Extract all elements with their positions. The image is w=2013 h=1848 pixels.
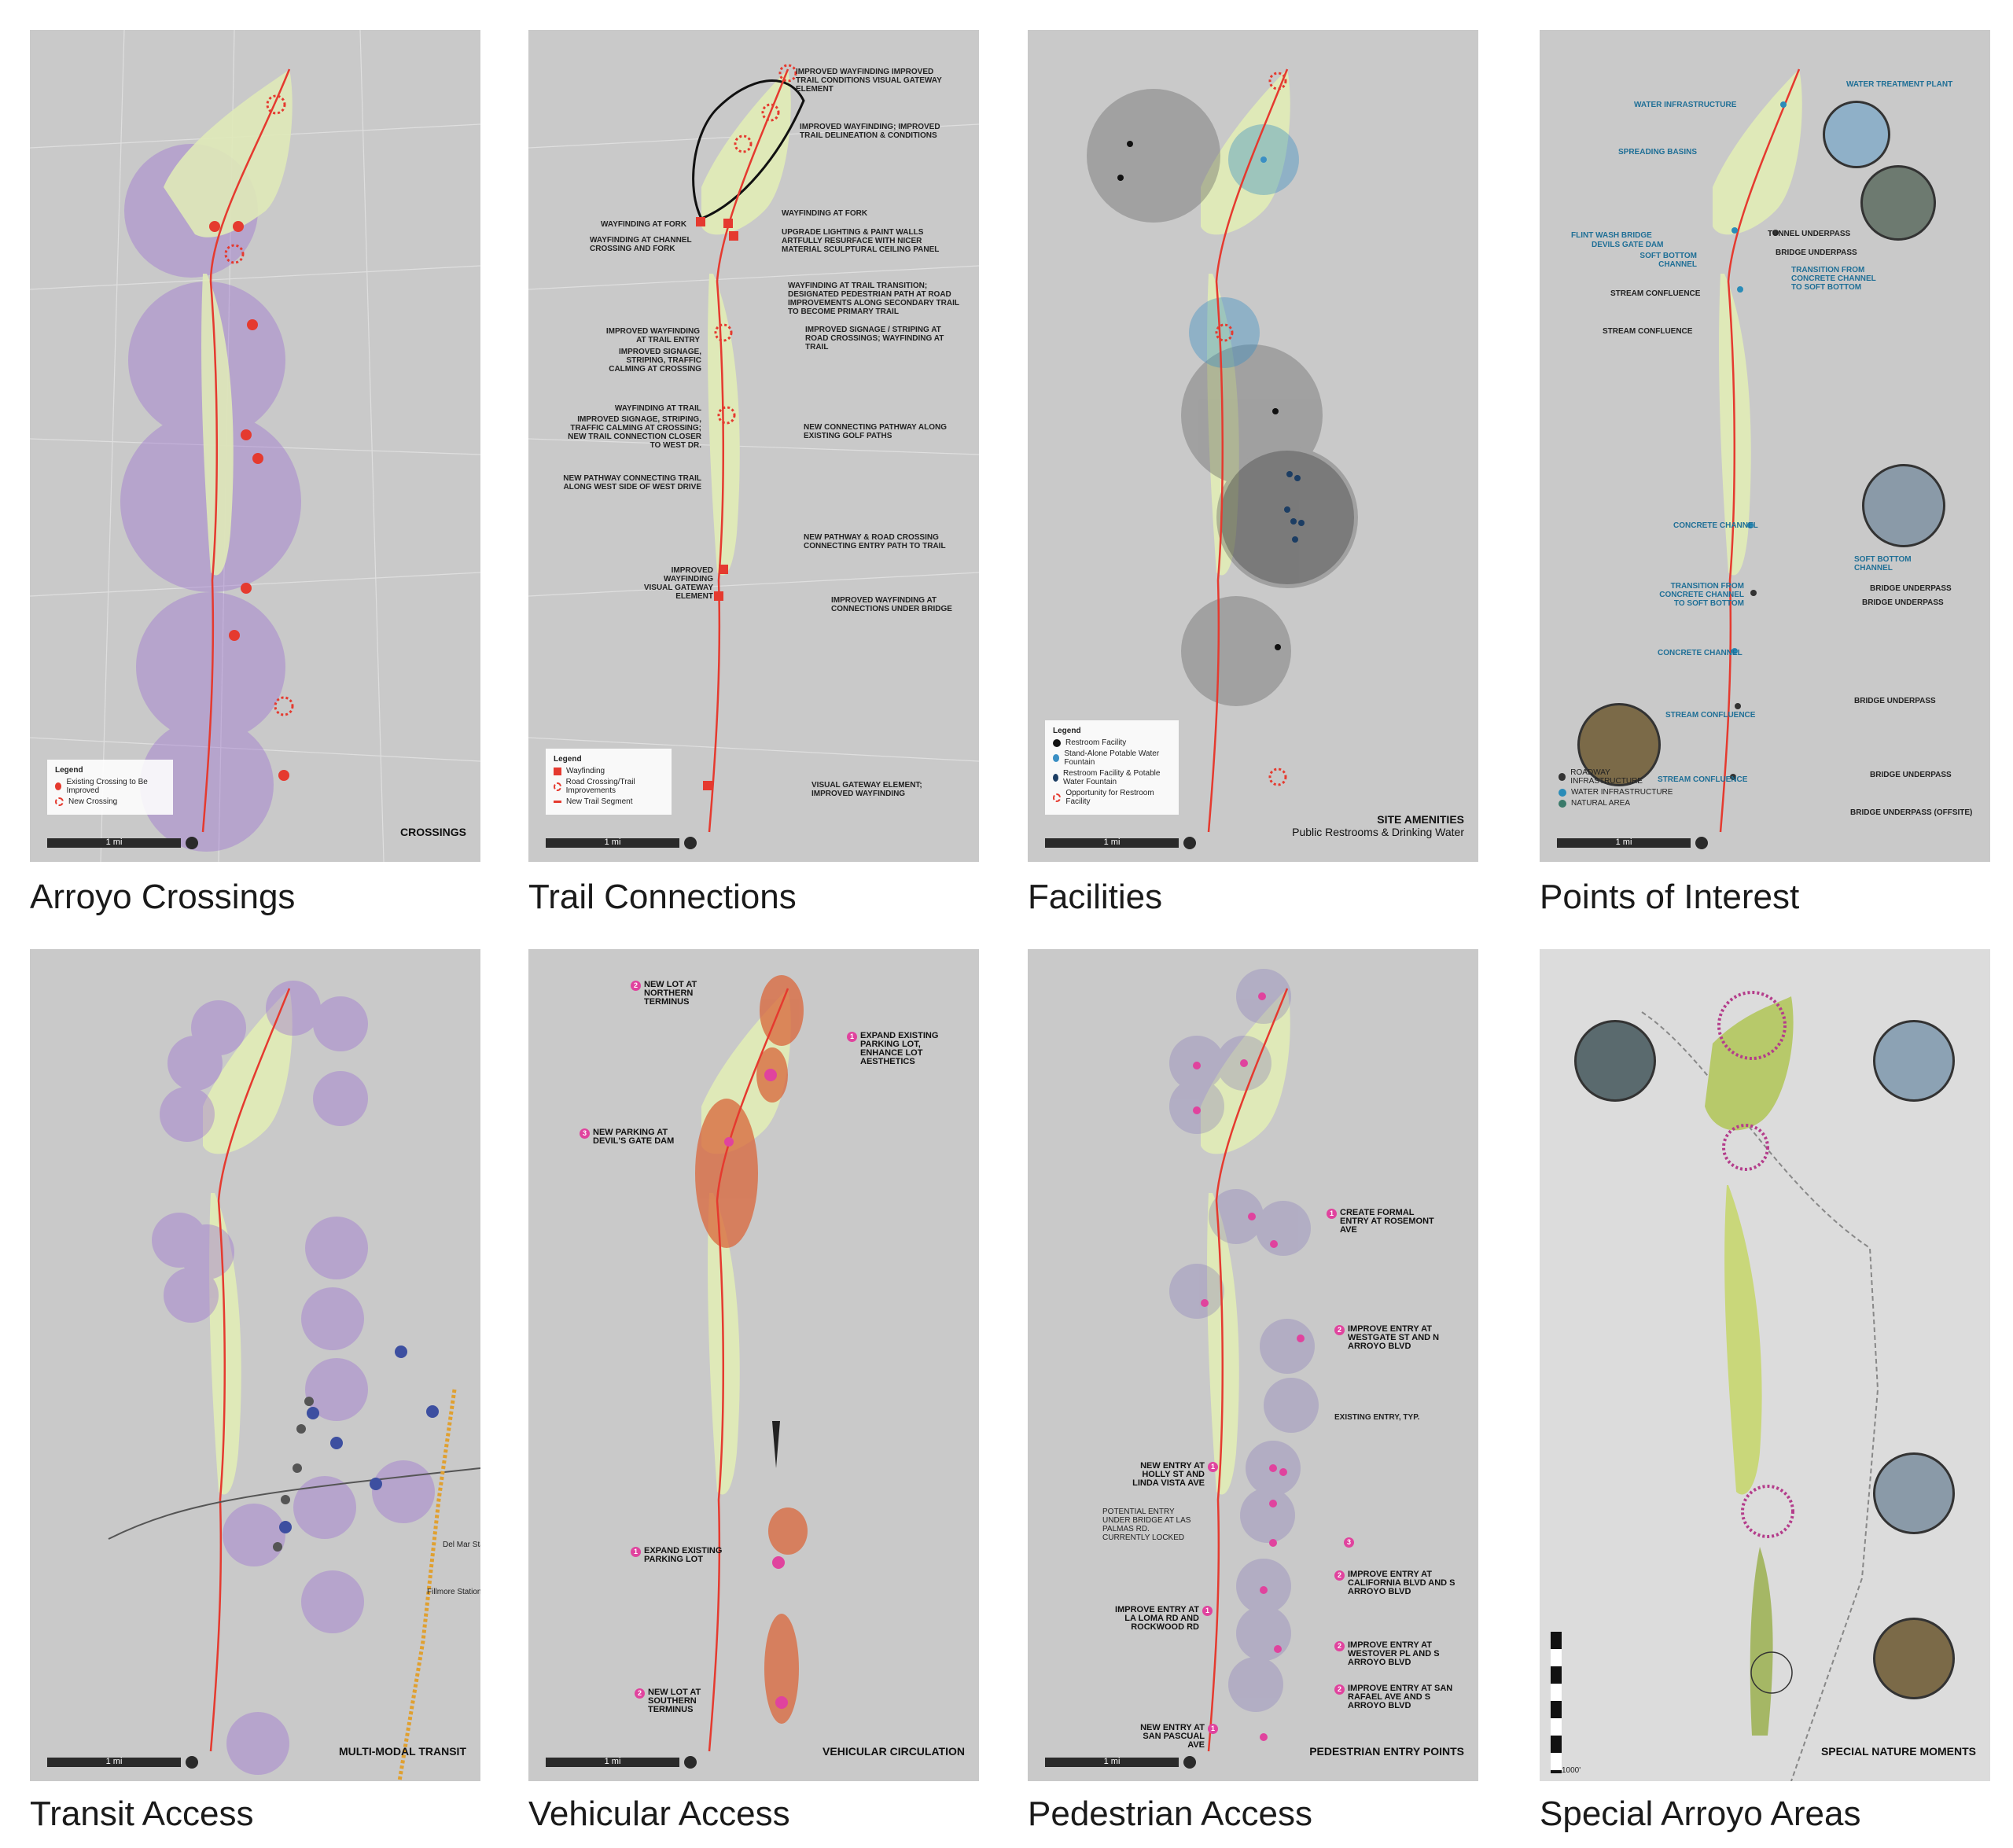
- caption-special-arroyo-areas: Special Arroyo Areas: [1540, 1795, 1861, 1833]
- pedestrian-map: [1169, 969, 1319, 1752]
- callout: EXISTING ENTRY, TYP.: [1334, 1413, 1420, 1422]
- annotation: WAYFINDING AT FORK: [601, 220, 687, 229]
- photo-signage: [1873, 1452, 1955, 1534]
- legend: Legend Existing Crossing to Be Improved …: [47, 760, 173, 815]
- photo-stream: [1577, 703, 1661, 786]
- trail-map: [528, 64, 979, 833]
- callout: NEW ENTRY AT HOLLY ST AND LINDA VISTA AV…: [1114, 1462, 1221, 1488]
- callout: 2 IMPROVE ENTRY AT WESTOVER PL AND S ARRO…: [1334, 1641, 1450, 1667]
- scale-bar: 1 mi: [546, 1757, 679, 1767]
- caption-points-of-interest: Points of Interest: [1540, 878, 1800, 916]
- panel-points-of-interest: WATER INFRASTRUCTURE WATER TREATMENT PLA…: [1540, 30, 1990, 862]
- annotation: IMPROVED SIGNAGE, STRIPING, TRAFFIC CALM…: [609, 348, 701, 374]
- caption-arroyo-crossings: Arroyo Crossings: [30, 878, 296, 916]
- annotation: IMPROVED WAYFINDING VISUAL GATEWAY ELEME…: [643, 566, 713, 601]
- callout: 3 NEW PARKING AT DEVIL'S GATE DAM: [580, 1128, 687, 1146]
- annotation: NEW PATHWAY CONNECTING TRAIL ALONG WEST …: [563, 474, 701, 491]
- annotation: IMPROVED WAYFINDING IMPROVED TRAIL CONDI…: [796, 68, 942, 94]
- crossings-map: [30, 30, 480, 862]
- callout: POTENTIAL ENTRY UNDER BRIDGE AT LAS PALM…: [1102, 1507, 1191, 1542]
- caption-vehicular-access: Vehicular Access: [528, 1795, 790, 1833]
- panel-pedestrian-access: 1 CREATE FORMAL ENTRY AT ROSEMONT AVE 2 IM…: [1028, 949, 1478, 1781]
- north-arrow-icon: [186, 837, 198, 849]
- scale-bar: 1 mi: [47, 1757, 181, 1767]
- photo-tunnel: [1860, 165, 1936, 241]
- callout: 2 IMPROVE ENTRY AT WESTGATE ST AND N ARRO…: [1334, 1325, 1450, 1351]
- panel-vehicular-access: 2 NEW LOT AT NORTHERN TERMINUS 1 EXPAND EX…: [528, 949, 979, 1781]
- callout: IMPROVE ENTRY AT LA LOMA RD AND ROCKWOOD…: [1106, 1606, 1216, 1632]
- north-arrow-icon: [186, 1756, 198, 1769]
- panel-title: VEHICULAR CIRCULATION: [822, 1745, 965, 1758]
- panel-title: SPECIAL NATURE MOMENTS: [1820, 1745, 1976, 1758]
- callout: NEW ENTRY AT SAN PASCUAL AVE1: [1126, 1724, 1221, 1750]
- panel-arroyo-crossings: Legend Existing Crossing to Be Improved …: [30, 30, 480, 862]
- photo-water-treatment: [1823, 101, 1890, 168]
- scale-bar: 1 mi: [1557, 837, 1691, 848]
- panel-title: MULTI-MODAL TRANSIT: [338, 1745, 466, 1758]
- photo-info-board: [1873, 1020, 1955, 1102]
- scale-bar: 1 mi: [546, 837, 679, 848]
- panel-title: SITE AMENITIES Public Restrooms & Drinki…: [1292, 813, 1464, 838]
- photo-trail-sign: [1574, 1020, 1656, 1102]
- callout: 2 IMPROVE ENTRY AT CALIFORNIA BLVD AND S …: [1334, 1570, 1458, 1596]
- annotation: UPGRADE LIGHTING & PAINT WALLS ARTFULLY …: [782, 228, 940, 254]
- annotation: IMPROVED WAYFINDING AT CONNECTIONS UNDER…: [831, 596, 952, 613]
- poi-map: [1713, 68, 1802, 833]
- annotation: IMPROVED WAYFINDING AT TRAIL ENTRY: [605, 327, 700, 344]
- annotation: WAYFINDING AT TRAIL: [614, 404, 701, 413]
- vehicular-map: [695, 975, 808, 1752]
- photo-nature: [1873, 1618, 1955, 1699]
- callout: 2 IMPROVE ENTRY AT SAN RAFAEL AVE AND S A…: [1334, 1684, 1458, 1710]
- panel-title: CROSSINGS: [399, 826, 466, 838]
- callout: 1 EXPAND EXISTING PARKING LOT: [631, 1547, 730, 1564]
- caption-pedestrian-access: Pedestrian Access: [1028, 1795, 1312, 1833]
- legend: Legend Wayfinding Road Crossing/Trail Im…: [546, 749, 672, 815]
- panel-title: PEDESTRIAN ENTRY POINTS: [1309, 1745, 1464, 1758]
- callout: 2 NEW LOT AT NORTHERN TERMINUS: [631, 981, 723, 1007]
- photo-signage: [1862, 464, 1945, 547]
- annotation: IMPROVED SIGNAGE, STRIPING, TRAFFIC CALM…: [568, 415, 701, 450]
- annotation: NEW CONNECTING PATHWAY ALONG EXISTING GO…: [804, 423, 948, 440]
- annotation: IMPROVED SIGNAGE / STRIPING AT ROAD CROS…: [805, 326, 944, 352]
- facilities-map: [1087, 68, 1358, 833]
- panel-special-arroyo-areas: 1000' SPECIAL NATURE MOMENTS: [1540, 949, 1990, 1781]
- caption-facilities: Facilities: [1028, 878, 1163, 916]
- callout: 3: [1344, 1537, 1357, 1548]
- annotation: WAYFINDING AT FORK: [782, 209, 868, 218]
- north-arrow-icon: [1183, 837, 1196, 849]
- scale-label: 1000': [1562, 1766, 1581, 1775]
- callout: 1 EXPAND EXISTING PARKING LOT, ENHANCE LO…: [847, 1032, 962, 1066]
- legend: Legend Restroom Facility Stand-Alone Pot…: [1045, 720, 1179, 815]
- legend: ROADWAY INFRASTRUCTURE WATER INFRASTRUCT…: [1551, 760, 1684, 816]
- panel-transit-access: Del Mar Station Fillmore Station 1 mi MU…: [30, 949, 480, 1781]
- annotation: WAYFINDING AT TRAIL TRANSITION; DESIGNAT…: [788, 282, 959, 316]
- annotation: WAYFINDING AT CHANNEL CROSSING AND FORK: [590, 236, 692, 253]
- scale-bar: 1 mi: [1045, 1757, 1179, 1767]
- scale-bar: 1 mi: [47, 837, 181, 848]
- north-arrow-icon: [684, 1756, 697, 1769]
- north-arrow-icon: [684, 837, 697, 849]
- callout: 1 CREATE FORMAL ENTRY AT ROSEMONT AVE: [1327, 1209, 1442, 1235]
- panel-trail-connections: IMPROVED WAYFINDING IMPROVED TRAIL CONDI…: [528, 30, 979, 862]
- panel-facilities: Legend Restroom Facility Stand-Alone Pot…: [1028, 30, 1478, 862]
- callout: 2 NEW LOT AT SOUTHERN TERMINUS: [635, 1688, 719, 1714]
- north-arrow-icon: [1183, 1756, 1196, 1769]
- annotation: VISUAL GATEWAY ELEMENT; IMPROVED WAYFIND…: [811, 781, 922, 798]
- scale-bar: 1 mi: [1045, 837, 1179, 848]
- north-arrow-icon: [1695, 837, 1708, 849]
- caption-trail-connections: Trail Connections: [528, 878, 797, 916]
- annotation: IMPROVED WAYFINDING; IMPROVED TRAIL DELI…: [800, 123, 940, 140]
- caption-transit-access: Transit Access: [30, 1795, 254, 1833]
- special-areas-map: [1641, 991, 1879, 1781]
- annotation: NEW PATHWAY & ROAD CROSSING CONNECTING E…: [804, 533, 946, 550]
- scale-bar-vertical: [1551, 1632, 1562, 1773]
- transit-map: [108, 981, 480, 1781]
